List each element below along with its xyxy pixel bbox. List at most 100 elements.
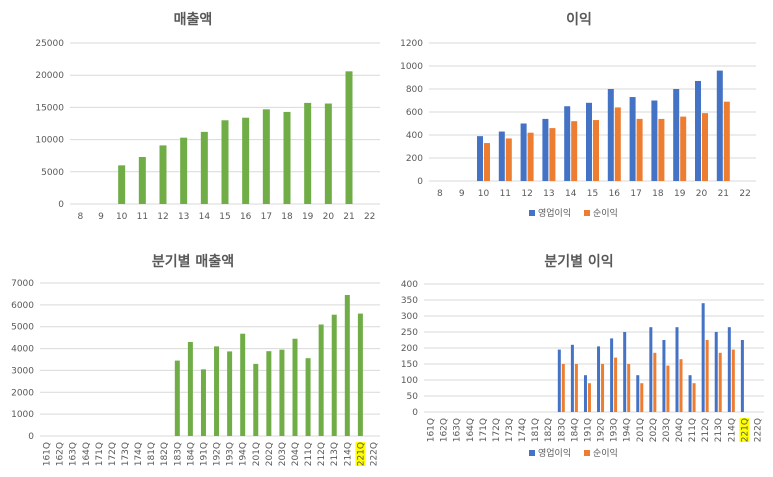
annual-revenue-x-tick-label: 18 bbox=[281, 212, 293, 222]
annual-profit-bar-영업이익-21 bbox=[716, 70, 723, 181]
annual-revenue-bar-매출액-11 bbox=[138, 156, 146, 204]
quarterly-revenue-x-tick-label: 194Q bbox=[239, 442, 249, 466]
quarterly-revenue-bar-분기별 매출액-184Q bbox=[187, 342, 193, 436]
quarterly-profit-x-tick-label: 203Q bbox=[662, 418, 672, 442]
quarterly-revenue-y-tick-label: 7000 bbox=[11, 279, 34, 289]
quarterly-revenue-x-tick-label: 211Q bbox=[304, 442, 314, 466]
annual-profit-y-tick-label: 400 bbox=[406, 131, 423, 141]
quarterly-revenue-bar-분기별 매출액-192Q bbox=[214, 346, 220, 436]
quarterly-profit-x-tick-label: 221Q bbox=[740, 418, 750, 442]
annual-profit-bar-영업이익-13 bbox=[542, 118, 549, 181]
annual-profit-legend-label: 영업이익 bbox=[538, 207, 571, 219]
quarterly-revenue-chart: 분기별 매출액 0 1000 2000 3000 4000 5000 6000 7000 161Q… bbox=[0, 238, 386, 477]
quarterly-revenue-x-tick-label: 184Q bbox=[186, 442, 196, 466]
annual-revenue-x-tick-label: 17 bbox=[261, 212, 272, 222]
quarterly-revenue-x-highlight bbox=[355, 442, 366, 466]
quarterly-profit-x-tick-label: 191Q bbox=[583, 418, 593, 442]
quarterly-revenue-bar-분기별 매출액-212Q bbox=[318, 324, 324, 436]
quarterly-profit-bar-순이익-201Q bbox=[640, 383, 644, 412]
quarterly-profit-bar-영업이익-204Q bbox=[675, 327, 679, 412]
quarterly-profit-bar-순이익-204Q bbox=[679, 359, 683, 412]
annual-profit-bar-순이익-18 bbox=[658, 118, 665, 181]
annual-profit-title: 이익 bbox=[566, 11, 592, 28]
quarterly-profit-bar-영업이익-221Q bbox=[740, 340, 744, 412]
quarterly-revenue-x-tick-label: 173Q bbox=[121, 442, 131, 466]
quarterly-profit-bar-영업이익-194Q bbox=[623, 332, 627, 412]
quarterly-profit-x-tick-label: 192Q bbox=[597, 418, 607, 442]
quarterly-profit-y-tick-label: 400 bbox=[401, 280, 418, 290]
quarterly-profit-x-tick-label: 222Q bbox=[753, 418, 763, 442]
annual-revenue-bar-매출액-17 bbox=[262, 109, 270, 204]
quarterly-profit-bar-순이익-203Q bbox=[666, 365, 670, 412]
quarterly-profit-bar-순이익-214Q bbox=[731, 349, 735, 412]
annual-profit-y-tick-label: 200 bbox=[406, 154, 423, 164]
quarterly-revenue-bar-분기별 매출액-204Q bbox=[292, 338, 298, 436]
annual-profit-y-tick-label: 800 bbox=[406, 85, 423, 95]
quarterly-profit-x-tick-label: 204Q bbox=[675, 418, 685, 442]
annual-revenue-x-tick-label: 15 bbox=[219, 212, 230, 222]
quarterly-revenue-bar-분기별 매출액-211Q bbox=[305, 358, 311, 436]
annual-profit-bar-영업이익-10 bbox=[477, 136, 483, 181]
quarterly-profit-x-tick-label: 183Q bbox=[557, 418, 567, 442]
annual-revenue-x-tick-label: 13 bbox=[178, 212, 189, 222]
annual-revenue-y-tick-label: 20000 bbox=[35, 71, 64, 81]
quarterly-profit-y-tick-label: 50 bbox=[407, 392, 419, 402]
annual-revenue-x-tick-label: 20 bbox=[323, 212, 335, 222]
annual-revenue-x-tick-label: 19 bbox=[302, 212, 314, 222]
quarterly-profit-legend-label: 영업이익 bbox=[538, 447, 571, 459]
annual-profit-bar-순이익-14 bbox=[571, 121, 578, 181]
quarterly-profit-legend-swatch bbox=[584, 450, 590, 456]
annual-revenue-bar-매출액-20 bbox=[324, 103, 332, 204]
quarterly-profit-title: 분기별 이익 bbox=[544, 253, 613, 270]
annual-revenue-x-tick-label: 16 bbox=[240, 212, 252, 222]
quarterly-profit-y-tick-label: 150 bbox=[401, 360, 418, 370]
annual-profit-bar-영업이익-18 bbox=[651, 100, 658, 181]
quarterly-profit-bar-영업이익-192Q bbox=[597, 346, 601, 412]
quarterly-profit-bar-영업이익-201Q bbox=[636, 375, 640, 412]
quarterly-profit-bar-영업이익-184Q bbox=[570, 344, 574, 412]
quarterly-profit-x-tick-label: 173Q bbox=[505, 418, 515, 442]
annual-revenue-bar-매출액-16 bbox=[242, 117, 250, 204]
quarterly-profit-bar-영업이익-214Q bbox=[727, 327, 731, 412]
quarterly-revenue-bar-분기별 매출액-214Q bbox=[344, 295, 350, 436]
annual-revenue-bar-매출액-18 bbox=[283, 111, 291, 204]
quarterly-profit-x-highlight bbox=[739, 418, 750, 442]
quarterly-revenue-x-tick-label: 221Q bbox=[356, 442, 366, 466]
quarterly-revenue-x-tick-label: 183Q bbox=[173, 442, 183, 466]
quarterly-revenue-title: 분기별 매출액 bbox=[152, 253, 234, 270]
quarterly-profit-x-tick-label: 182Q bbox=[544, 418, 554, 442]
quarterly-profit-y-tick-label: 200 bbox=[401, 344, 418, 354]
annual-profit-svg: 이익 0 200 400 600 800 1000 1200 8 9 10 11 12 13 14 15 16 1… bbox=[400, 11, 756, 219]
annual-revenue-x-tick-label: 11 bbox=[137, 212, 148, 222]
quarterly-profit-bar-영업이익-183Q bbox=[557, 349, 561, 412]
quarterly-revenue-x-tick-label: 202Q bbox=[265, 442, 275, 466]
annual-profit-x-tick-label: 10 bbox=[478, 189, 490, 199]
quarterly-revenue-x-tick-label: 182Q bbox=[160, 442, 170, 466]
quarterly-revenue-bar-분기별 매출액-191Q bbox=[200, 369, 206, 436]
quarterly-revenue-x-tick-label: 181Q bbox=[147, 442, 157, 466]
quarterly-profit-bar-영업이익-193Q bbox=[610, 338, 614, 412]
quarterly-profit-bar-영업이익-203Q bbox=[662, 340, 666, 412]
quarterly-revenue-svg: 분기별 매출액 0 1000 2000 3000 4000 5000 6000 7000 161Q… bbox=[11, 253, 380, 466]
quarterly-profit-legend-swatch bbox=[529, 450, 535, 456]
quarterly-revenue-bar-분기별 매출액-183Q bbox=[174, 360, 180, 436]
annual-profit-bar-순이익-12 bbox=[527, 132, 534, 181]
quarterly-profit-x-tick-label: 202Q bbox=[649, 418, 659, 442]
quarterly-revenue-y-tick-label: 4000 bbox=[11, 345, 34, 355]
quarterly-profit-y-tick-label: 100 bbox=[401, 376, 418, 386]
quarterly-revenue-x-tick-label: 162Q bbox=[56, 442, 66, 466]
annual-profit-y-tick-label: 600 bbox=[406, 108, 423, 118]
annual-revenue-svg: 매출액 0 5000 10000 15000 20000 25000 8 9 10 11 12 13 14… bbox=[35, 11, 380, 222]
quarterly-revenue-x-tick-label: 214Q bbox=[343, 442, 353, 466]
annual-profit-bar-영업이익-17 bbox=[629, 97, 636, 181]
quarterly-profit-y-tick-label: 0 bbox=[412, 408, 418, 418]
annual-revenue-bar-매출액-14 bbox=[200, 131, 208, 204]
annual-profit-y-tick-label: 1200 bbox=[400, 39, 423, 49]
annual-profit-bar-순이익-10 bbox=[484, 143, 490, 181]
quarterly-profit-bar-영업이익-211Q bbox=[688, 375, 692, 412]
annual-profit-bar-순이익-19 bbox=[680, 116, 687, 181]
quarterly-profit-bar-순이익-202Q bbox=[653, 352, 657, 412]
annual-profit-bar-순이익-21 bbox=[723, 101, 730, 181]
annual-profit-bar-영업이익-20 bbox=[695, 80, 701, 181]
